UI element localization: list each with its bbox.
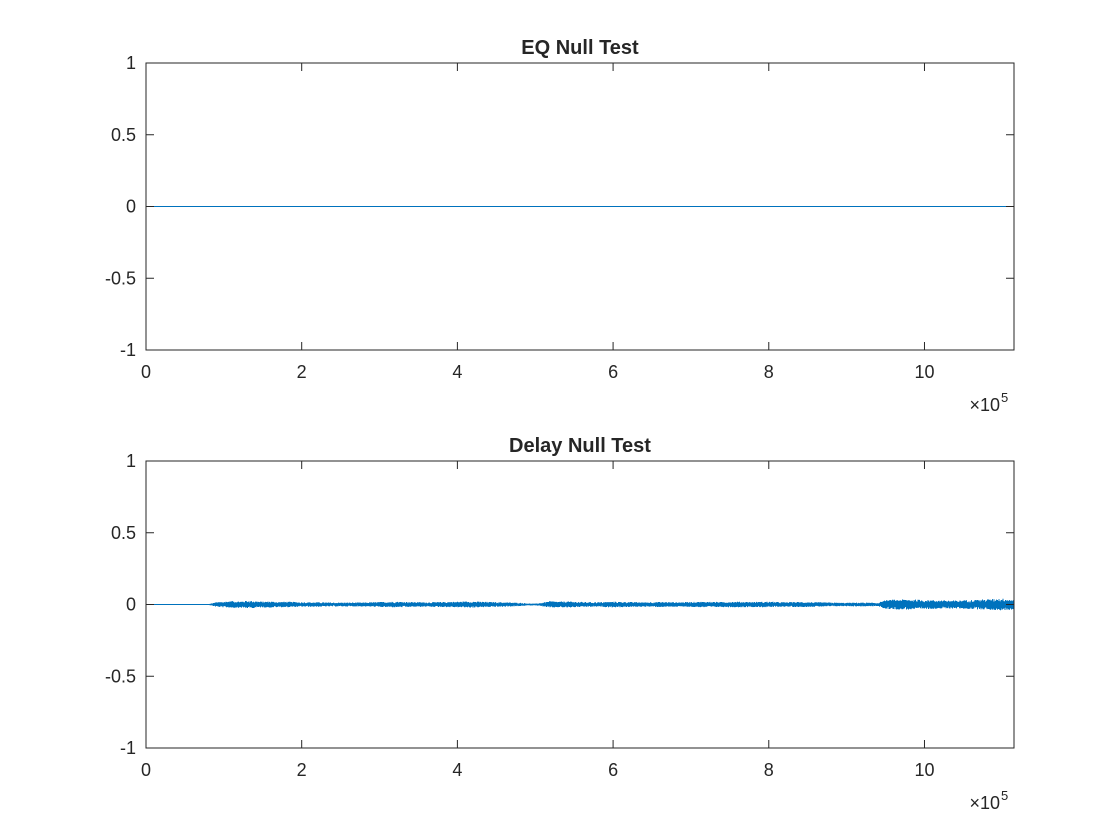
x-exponent-label: ×10 bbox=[969, 395, 1000, 415]
y-tick-label: -0.5 bbox=[105, 666, 136, 686]
y-tick-label: 0 bbox=[126, 595, 136, 615]
axes-2: Delay Null Test 0 2 4 6 8 10 -1 -0.5 0 0.5 1 ×10 5 bbox=[105, 435, 1015, 813]
y-tick-label: 1 bbox=[126, 451, 136, 471]
axes-1: EQ Null Test 0 2 4 6 8 10 -1 -0.5 0 0.5 1 ×10 5 bbox=[105, 37, 1015, 415]
y-tick-label: -1 bbox=[120, 738, 136, 758]
y-tick-label: -0.5 bbox=[105, 268, 136, 288]
y-tick-label: 0.5 bbox=[111, 523, 136, 543]
x-exponent-power: 5 bbox=[1001, 788, 1008, 803]
x-exponent-base: ×10 bbox=[969, 395, 1000, 415]
x-tick-label: 2 bbox=[297, 362, 307, 382]
x-tick-label: 10 bbox=[914, 362, 934, 382]
x-exponent-label: ×10 bbox=[969, 793, 1000, 813]
x-exponent-power: 5 bbox=[1001, 390, 1008, 405]
x-tick-label: 8 bbox=[764, 760, 774, 780]
x-tick-label: 0 bbox=[141, 362, 151, 382]
x-tick-label: 0 bbox=[141, 760, 151, 780]
series-waveform bbox=[208, 598, 1015, 611]
x-tick-label: 4 bbox=[452, 760, 462, 780]
x-exponent-base: ×10 bbox=[969, 793, 1000, 813]
x-tick-label: 6 bbox=[608, 362, 618, 382]
x-tick-label: 6 bbox=[608, 760, 618, 780]
y-tick-label: 0 bbox=[126, 197, 136, 217]
chart-title: EQ Null Test bbox=[521, 37, 639, 59]
y-tick-label: 1 bbox=[126, 53, 136, 73]
x-tick-label: 4 bbox=[452, 362, 462, 382]
y-tick-label: 0.5 bbox=[111, 125, 136, 145]
x-tick-label: 2 bbox=[297, 760, 307, 780]
x-tick-label: 8 bbox=[764, 362, 774, 382]
x-tick-label: 10 bbox=[914, 760, 934, 780]
y-tick-label: -1 bbox=[120, 340, 136, 360]
chart-title: Delay Null Test bbox=[509, 435, 651, 457]
